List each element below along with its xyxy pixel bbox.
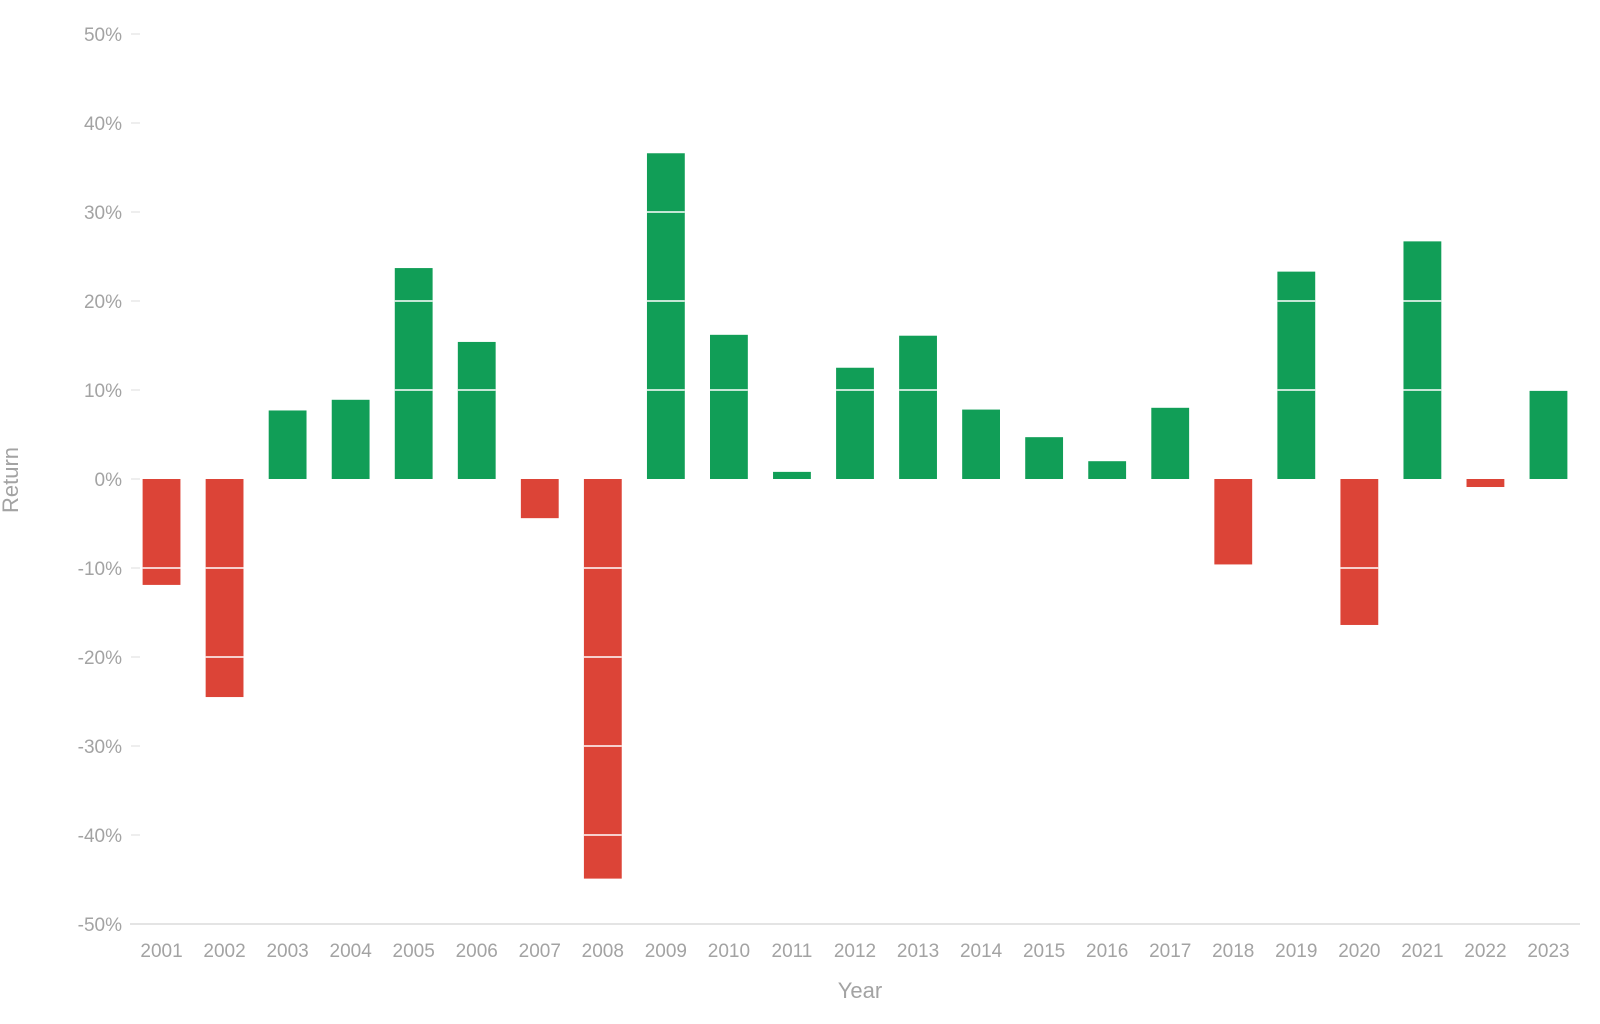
x-tick-label: 2015 <box>1023 941 1065 962</box>
x-tick-label: 2022 <box>1464 941 1506 962</box>
y-tick-label: -30% <box>78 737 122 758</box>
x-tick-label: 2002 <box>203 941 245 962</box>
x-tick-label: 2010 <box>708 941 750 962</box>
x-axis: 2001 2002 2003 2004 2005 2006 2007 2008 2009 2010… <box>130 923 1580 962</box>
bar-2023 <box>1529 390 1568 479</box>
x-tick-label: 2012 <box>834 941 876 962</box>
x-tick-label: 2003 <box>266 941 308 962</box>
x-tick-label: 2020 <box>1338 941 1380 962</box>
bars-group <box>142 153 1568 879</box>
bar-2022 <box>1466 479 1505 488</box>
bar-2001 <box>142 479 181 585</box>
x-tick-label: 2005 <box>393 941 435 962</box>
x-tick-label: 2017 <box>1149 941 1191 962</box>
y-tick-label: 40% <box>84 114 122 135</box>
bar-2019 <box>1277 271 1316 479</box>
bar-2004 <box>331 399 370 479</box>
y-axis-title: Return <box>0 447 23 513</box>
bar-2009 <box>646 153 685 479</box>
bar-2013 <box>899 335 937 479</box>
bar-2021 <box>1403 241 1442 479</box>
x-tick-label: 2021 <box>1401 941 1443 962</box>
bar-2010 <box>710 334 748 479</box>
x-tick-label: 2016 <box>1086 941 1128 962</box>
x-tick-label: 2014 <box>960 941 1003 962</box>
bar-2008 <box>583 479 622 879</box>
bar-2020 <box>1340 479 1379 625</box>
y-tick-label: -50% <box>78 915 122 936</box>
bar-2012 <box>836 367 874 479</box>
x-axis-title: Year <box>838 978 882 1003</box>
y-tick-label: 10% <box>84 381 122 402</box>
y-tick-label: 30% <box>84 203 122 224</box>
x-tick-label: 2006 <box>456 941 498 962</box>
x-tick-label: 2019 <box>1275 941 1317 962</box>
x-tick-label: 2007 <box>519 941 561 962</box>
y-tick-label: -10% <box>78 559 122 580</box>
y-tick-label: 0% <box>95 470 123 491</box>
bar-2006 <box>457 341 496 479</box>
y-tick-label: -40% <box>78 826 122 847</box>
y-axis: 50% 40% 30% 20% 10% 0% -10% -20% -30% -40% -50% <box>78 25 140 936</box>
y-tick-label: -20% <box>78 648 122 669</box>
bar-2018 <box>1214 479 1253 565</box>
bar-2014 <box>962 409 1000 479</box>
bar-2015 <box>1025 437 1064 479</box>
bar-2011 <box>773 471 811 479</box>
x-tick-label: 2011 <box>772 941 813 962</box>
y-tick-label: 50% <box>84 25 122 46</box>
x-tick-label: 2009 <box>645 941 687 962</box>
x-tick-label: 2001 <box>140 941 182 962</box>
bar-2005 <box>394 268 433 479</box>
x-tick-label: 2013 <box>897 941 939 962</box>
x-tick-label: 2018 <box>1212 941 1254 962</box>
bar-2007 <box>520 479 559 519</box>
bar-2016 <box>1088 461 1127 479</box>
x-tick-label: 2023 <box>1527 941 1569 962</box>
bar-2003 <box>268 410 307 479</box>
y-tick-label: 20% <box>84 292 122 313</box>
x-tick-label: 2004 <box>330 941 373 962</box>
x-tick-label: 2008 <box>582 941 624 962</box>
bar-2002 <box>205 479 244 698</box>
bar-2017 <box>1151 407 1190 479</box>
